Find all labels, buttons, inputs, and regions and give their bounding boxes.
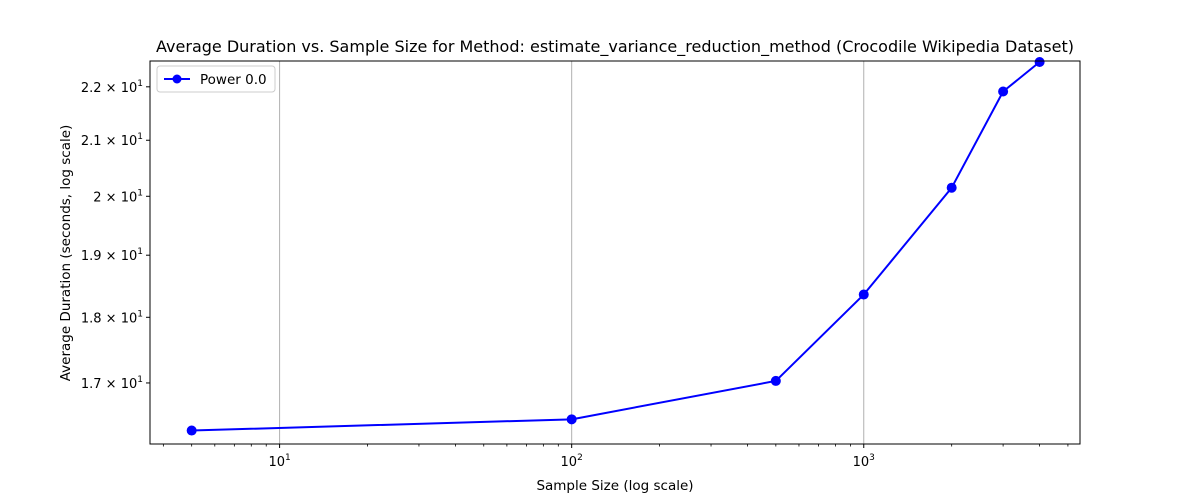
y-tick-base: 10: [121, 81, 138, 96]
y-tick-label: 2 × 101: [93, 188, 143, 205]
data-point: [186, 425, 197, 436]
data-point: [566, 414, 577, 425]
y-tick-mantissa: 1.8: [81, 311, 102, 326]
data-point: [998, 86, 1009, 97]
y-tick-base: 10: [121, 377, 138, 392]
y-tick-exponent: 1: [137, 132, 143, 142]
y-tick-base: 10: [121, 249, 138, 264]
y-tick-mantissa: 1.9: [81, 249, 102, 264]
x-tick-exponent: 3: [869, 453, 875, 463]
x-axis-label: Sample Size (log scale): [536, 478, 693, 494]
legend-box: [156, 65, 276, 93]
x-tick-base: 10: [561, 455, 578, 470]
y-tick-label: 1.7 × 101: [81, 375, 143, 392]
y-tick-base: 10: [121, 311, 138, 326]
grid: [279, 61, 865, 444]
y-tick-mantissa: 2.1: [81, 134, 102, 149]
x-tick-exponent: 2: [577, 453, 583, 463]
y-tick-exponent: 1: [137, 309, 143, 319]
data-point: [858, 289, 869, 300]
x-tick-label: 101: [268, 453, 290, 470]
y-tick-times: ×: [102, 134, 121, 149]
x-axis: 101 102 103: [162, 444, 1069, 470]
y-tick-mantissa: 2: [93, 190, 101, 205]
data-point: [1034, 57, 1045, 68]
series-line: [191, 61, 1041, 432]
legend-label: Power 0.0: [200, 72, 267, 88]
data-point: [770, 375, 781, 386]
y-tick-mantissa: 1.7: [81, 377, 102, 392]
legend: Power 0.0: [156, 65, 276, 93]
x-tick-label: 103: [853, 453, 875, 470]
x-tick-exponent: 1: [285, 453, 291, 463]
x-tick-label: 102: [561, 453, 583, 470]
y-tick-exponent: 1: [137, 375, 143, 385]
y-tick-times: ×: [102, 377, 121, 392]
y-tick-times: ×: [102, 249, 121, 264]
legend-marker: [172, 74, 182, 84]
x-tick-base: 10: [853, 455, 870, 470]
y-tick-exponent: 1: [137, 247, 143, 257]
x-tick-base: 10: [268, 455, 285, 470]
y-tick-base: 10: [121, 134, 138, 149]
y-tick-times: ×: [102, 190, 121, 205]
y-tick-times: ×: [102, 311, 121, 326]
y-tick-mantissa: 2.2: [81, 81, 102, 96]
y-tick-times: ×: [102, 81, 121, 96]
y-tick-label: 1.9 × 101: [81, 247, 143, 264]
y-tick-label: 2.1 × 101: [81, 132, 143, 149]
series-group: [186, 57, 1045, 436]
chart-title: Average Duration vs. Sample Size for Met…: [156, 37, 1074, 57]
y-tick-base: 10: [121, 190, 138, 205]
y-axis-label: Average Duration (seconds, log scale): [58, 125, 74, 382]
y-tick-exponent: 1: [137, 188, 143, 198]
plot-frame: [149, 60, 1081, 445]
y-tick-exponent: 1: [137, 79, 143, 89]
y-tick-label: 1.8 × 101: [81, 309, 143, 326]
y-tick-label: 2.2 × 101: [81, 79, 143, 96]
data-point: [946, 182, 957, 193]
